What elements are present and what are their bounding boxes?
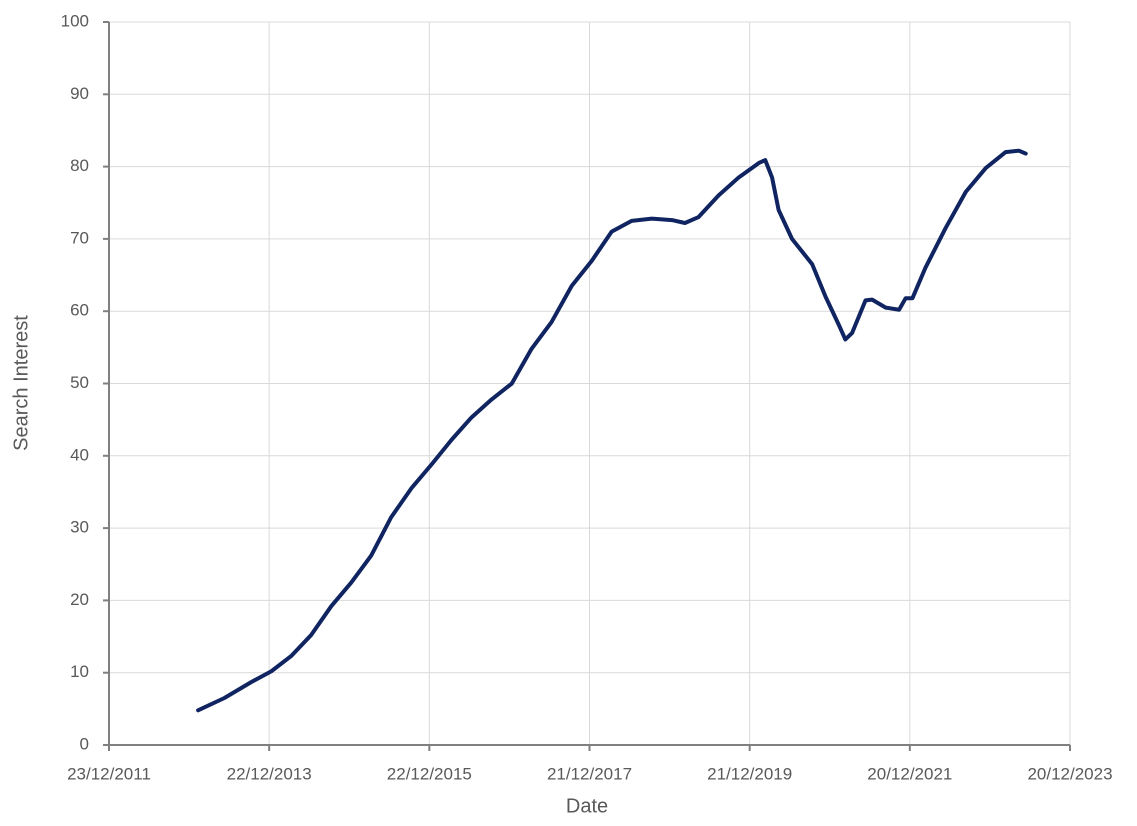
y-tick-label: 10 <box>70 662 89 681</box>
x-tick-label: 22/12/2015 <box>387 764 472 783</box>
y-tick-label: 30 <box>70 518 89 537</box>
y-tick-label: 40 <box>70 445 89 464</box>
y-tick-label: 20 <box>70 590 89 609</box>
y-tick-label: 70 <box>70 228 89 247</box>
x-tick-label: 21/12/2019 <box>707 764 792 783</box>
x-axis-title: Date <box>566 795 608 817</box>
y-tick-label: 0 <box>80 734 89 753</box>
y-axis-title: Search Interest <box>10 315 32 451</box>
y-tick-label: 80 <box>70 156 89 175</box>
y-tick-label: 60 <box>70 301 89 320</box>
x-tick-label: 20/12/2023 <box>1027 764 1112 783</box>
x-tick-label: 22/12/2013 <box>227 764 312 783</box>
x-tick-label: 21/12/2017 <box>547 764 632 783</box>
y-tick-label: 90 <box>70 84 89 103</box>
y-tick-label: 50 <box>70 373 89 392</box>
x-tick-label: 23/12/2011 <box>67 764 151 783</box>
y-tick-label: 100 <box>61 11 89 30</box>
line <box>196 148 1028 713</box>
x-tick-label: 20/12/2021 <box>867 764 952 783</box>
